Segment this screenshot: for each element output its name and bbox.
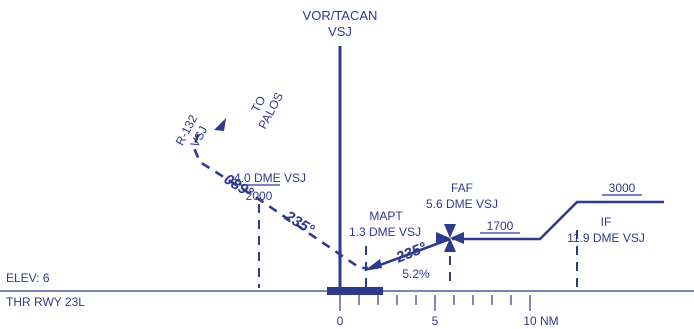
step-fix-altitude: 2000 xyxy=(246,189,273,203)
if-dme: 11.9 DME VSJ xyxy=(567,231,645,245)
faf-altitude: 1700 xyxy=(487,219,514,233)
facility-id: VSJ xyxy=(328,24,352,39)
descent-gradient: 5.2% xyxy=(402,267,430,281)
step-fix-dme: 4.0 DME VSJ xyxy=(234,171,306,185)
faf-cross-icon xyxy=(436,224,464,252)
final-descent-line xyxy=(371,237,451,270)
faf-name: FAF xyxy=(451,181,473,195)
scale-ten: 10 NM xyxy=(523,314,558,328)
if-altitude: 3000 xyxy=(609,181,636,195)
final-arrowhead xyxy=(364,259,382,271)
faf-dme: 5.6 DME VSJ xyxy=(426,197,498,211)
mapt-name: MAPT xyxy=(369,209,403,223)
threshold-label: THR RWY 23L xyxy=(6,295,85,309)
elevation-label: ELEV: 6 xyxy=(6,271,50,285)
radial-arrowhead xyxy=(214,118,226,131)
distance-scale xyxy=(339,295,531,311)
if-name: IF xyxy=(601,215,612,229)
course-235-lower: 235° xyxy=(393,239,430,267)
approach-path xyxy=(452,200,664,241)
missed-approach-path xyxy=(192,133,368,270)
facility-name: VOR/TACAN xyxy=(303,8,378,23)
mapt-dme: 1.3 DME VSJ xyxy=(349,225,421,239)
scale-zero: 0 xyxy=(337,314,344,328)
scale-five: 5 xyxy=(432,314,439,328)
runway-bar xyxy=(327,287,383,295)
to-label: TO xyxy=(248,94,268,115)
